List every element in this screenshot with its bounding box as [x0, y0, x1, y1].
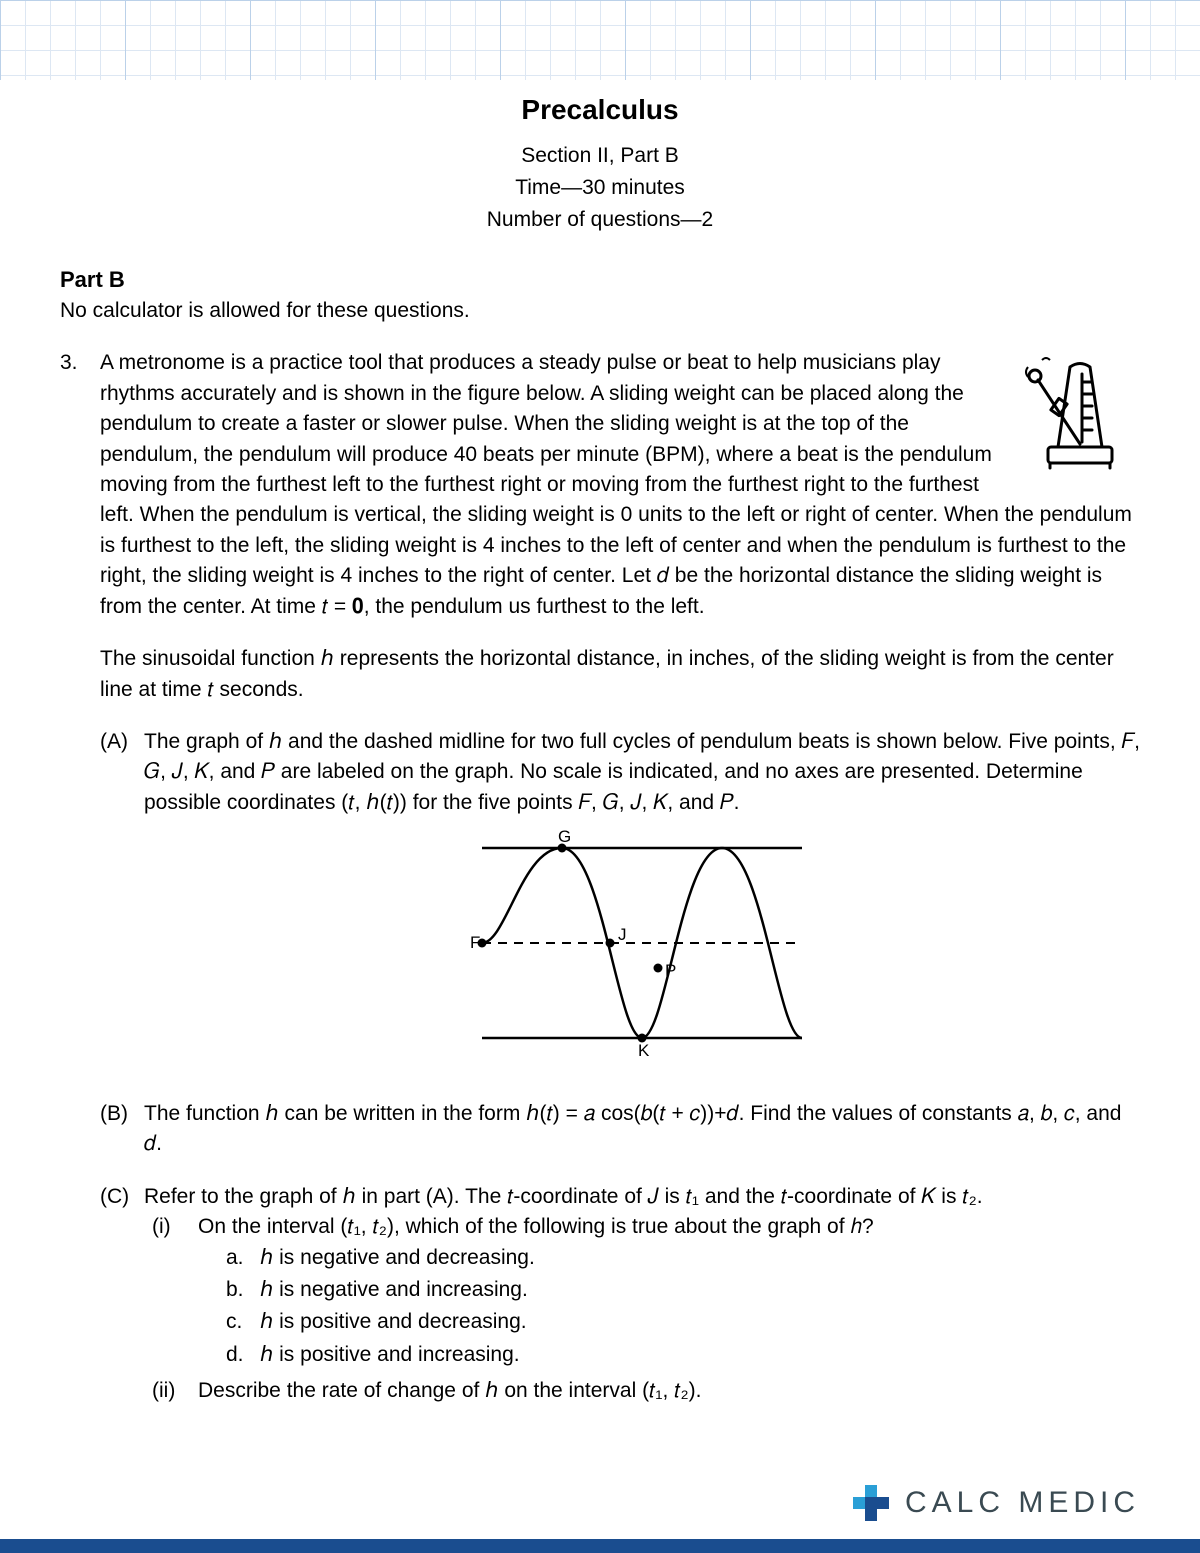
brand-text: CALC MEDIC: [905, 1486, 1140, 1520]
options-list: a. ℎ is negative and decreasing. b. ℎ is…: [226, 1243, 1140, 1371]
subpart-c-intro: Refer to the graph of ℎ in part (A). The…: [144, 1182, 1140, 1212]
point-f-label: F: [470, 933, 480, 952]
subpart-b: (B) The function ℎ can be written in the…: [100, 1099, 1140, 1160]
time-line: Time—30 minutes: [60, 173, 1140, 203]
subpart-b-label: (B): [100, 1099, 134, 1160]
c-i-body: On the interval (𝑡₁, 𝑡₂), which of the f…: [198, 1212, 1140, 1372]
point-p-label: P: [665, 961, 676, 980]
intro-text: A metronome is a practice tool that prod…: [100, 351, 1132, 618]
header-subtitle: Section II, Part B Time—30 minutes Numbe…: [60, 141, 1140, 236]
point-g-label: G: [558, 828, 571, 846]
option-b: b. ℎ is negative and increasing.: [226, 1275, 1140, 1305]
subpart-a-body: The graph of ℎ and the dashed midline fo…: [144, 727, 1140, 1077]
question-para2: The sinusoidal function ℎ represents the…: [100, 644, 1140, 705]
question-body: A metronome is a practice tool that prod…: [100, 348, 1140, 1417]
point-j-label: J: [618, 925, 627, 944]
numq-line: Number of questions—2: [60, 205, 1140, 235]
subpart-a-text: The graph of ℎ and the dashed midline fo…: [144, 730, 1140, 814]
part-c-ii: (ii) Describe the rate of change of ℎ on…: [152, 1376, 1140, 1406]
part-label: Part B: [60, 264, 1140, 296]
subpart-a-label: (A): [100, 727, 134, 1077]
option-c: c. ℎ is positive and decreasing.: [226, 1307, 1140, 1337]
subpart-c-label: (C): [100, 1182, 134, 1411]
page-title: Precalculus: [60, 90, 1140, 131]
option-a: a. ℎ is negative and decreasing.: [226, 1243, 1140, 1273]
page-content: Precalculus Section II, Part B Time—30 m…: [0, 0, 1200, 1537]
section-line: Section II, Part B: [60, 141, 1140, 171]
c-ii-label: (ii): [152, 1376, 184, 1406]
footer-bar: [0, 1539, 1200, 1553]
subpart-c: (C) Refer to the graph of ℎ in part (A).…: [100, 1182, 1140, 1411]
part-c-i: (i) On the interval (𝑡₁, 𝑡₂), which of t…: [152, 1212, 1140, 1372]
c-i-label: (i): [152, 1212, 184, 1372]
brand-logo: CALC MEDIC: [851, 1483, 1140, 1523]
subpart-b-text: The function ℎ can be written in the for…: [144, 1099, 1140, 1160]
metronome-icon: [1020, 352, 1140, 472]
c-ii-text: Describe the rate of change of ℎ on the …: [198, 1376, 1140, 1406]
subpart-a: (A) The graph of ℎ and the dashed midlin…: [100, 727, 1140, 1077]
c-i-text: On the interval (𝑡₁, 𝑡₂), which of the f…: [198, 1212, 1140, 1242]
plus-icon: [851, 1483, 891, 1523]
roman-list: (i) On the interval (𝑡₁, 𝑡₂), which of t…: [152, 1212, 1140, 1407]
point-k-label: K: [638, 1041, 650, 1060]
question-number: 3.: [60, 348, 88, 1417]
question-3: 3.: [60, 348, 1140, 1417]
page-footer: CALC MEDIC: [0, 1463, 1200, 1553]
part-instructions: No calculator is allowed for these quest…: [60, 296, 1140, 326]
sinusoid-graph: F G J P K: [144, 828, 1140, 1072]
question-intro: A metronome is a practice tool that prod…: [100, 348, 1140, 622]
option-d: d. ℎ is positive and increasing.: [226, 1340, 1140, 1370]
subpart-c-body: Refer to the graph of ℎ in part (A). The…: [144, 1182, 1140, 1411]
